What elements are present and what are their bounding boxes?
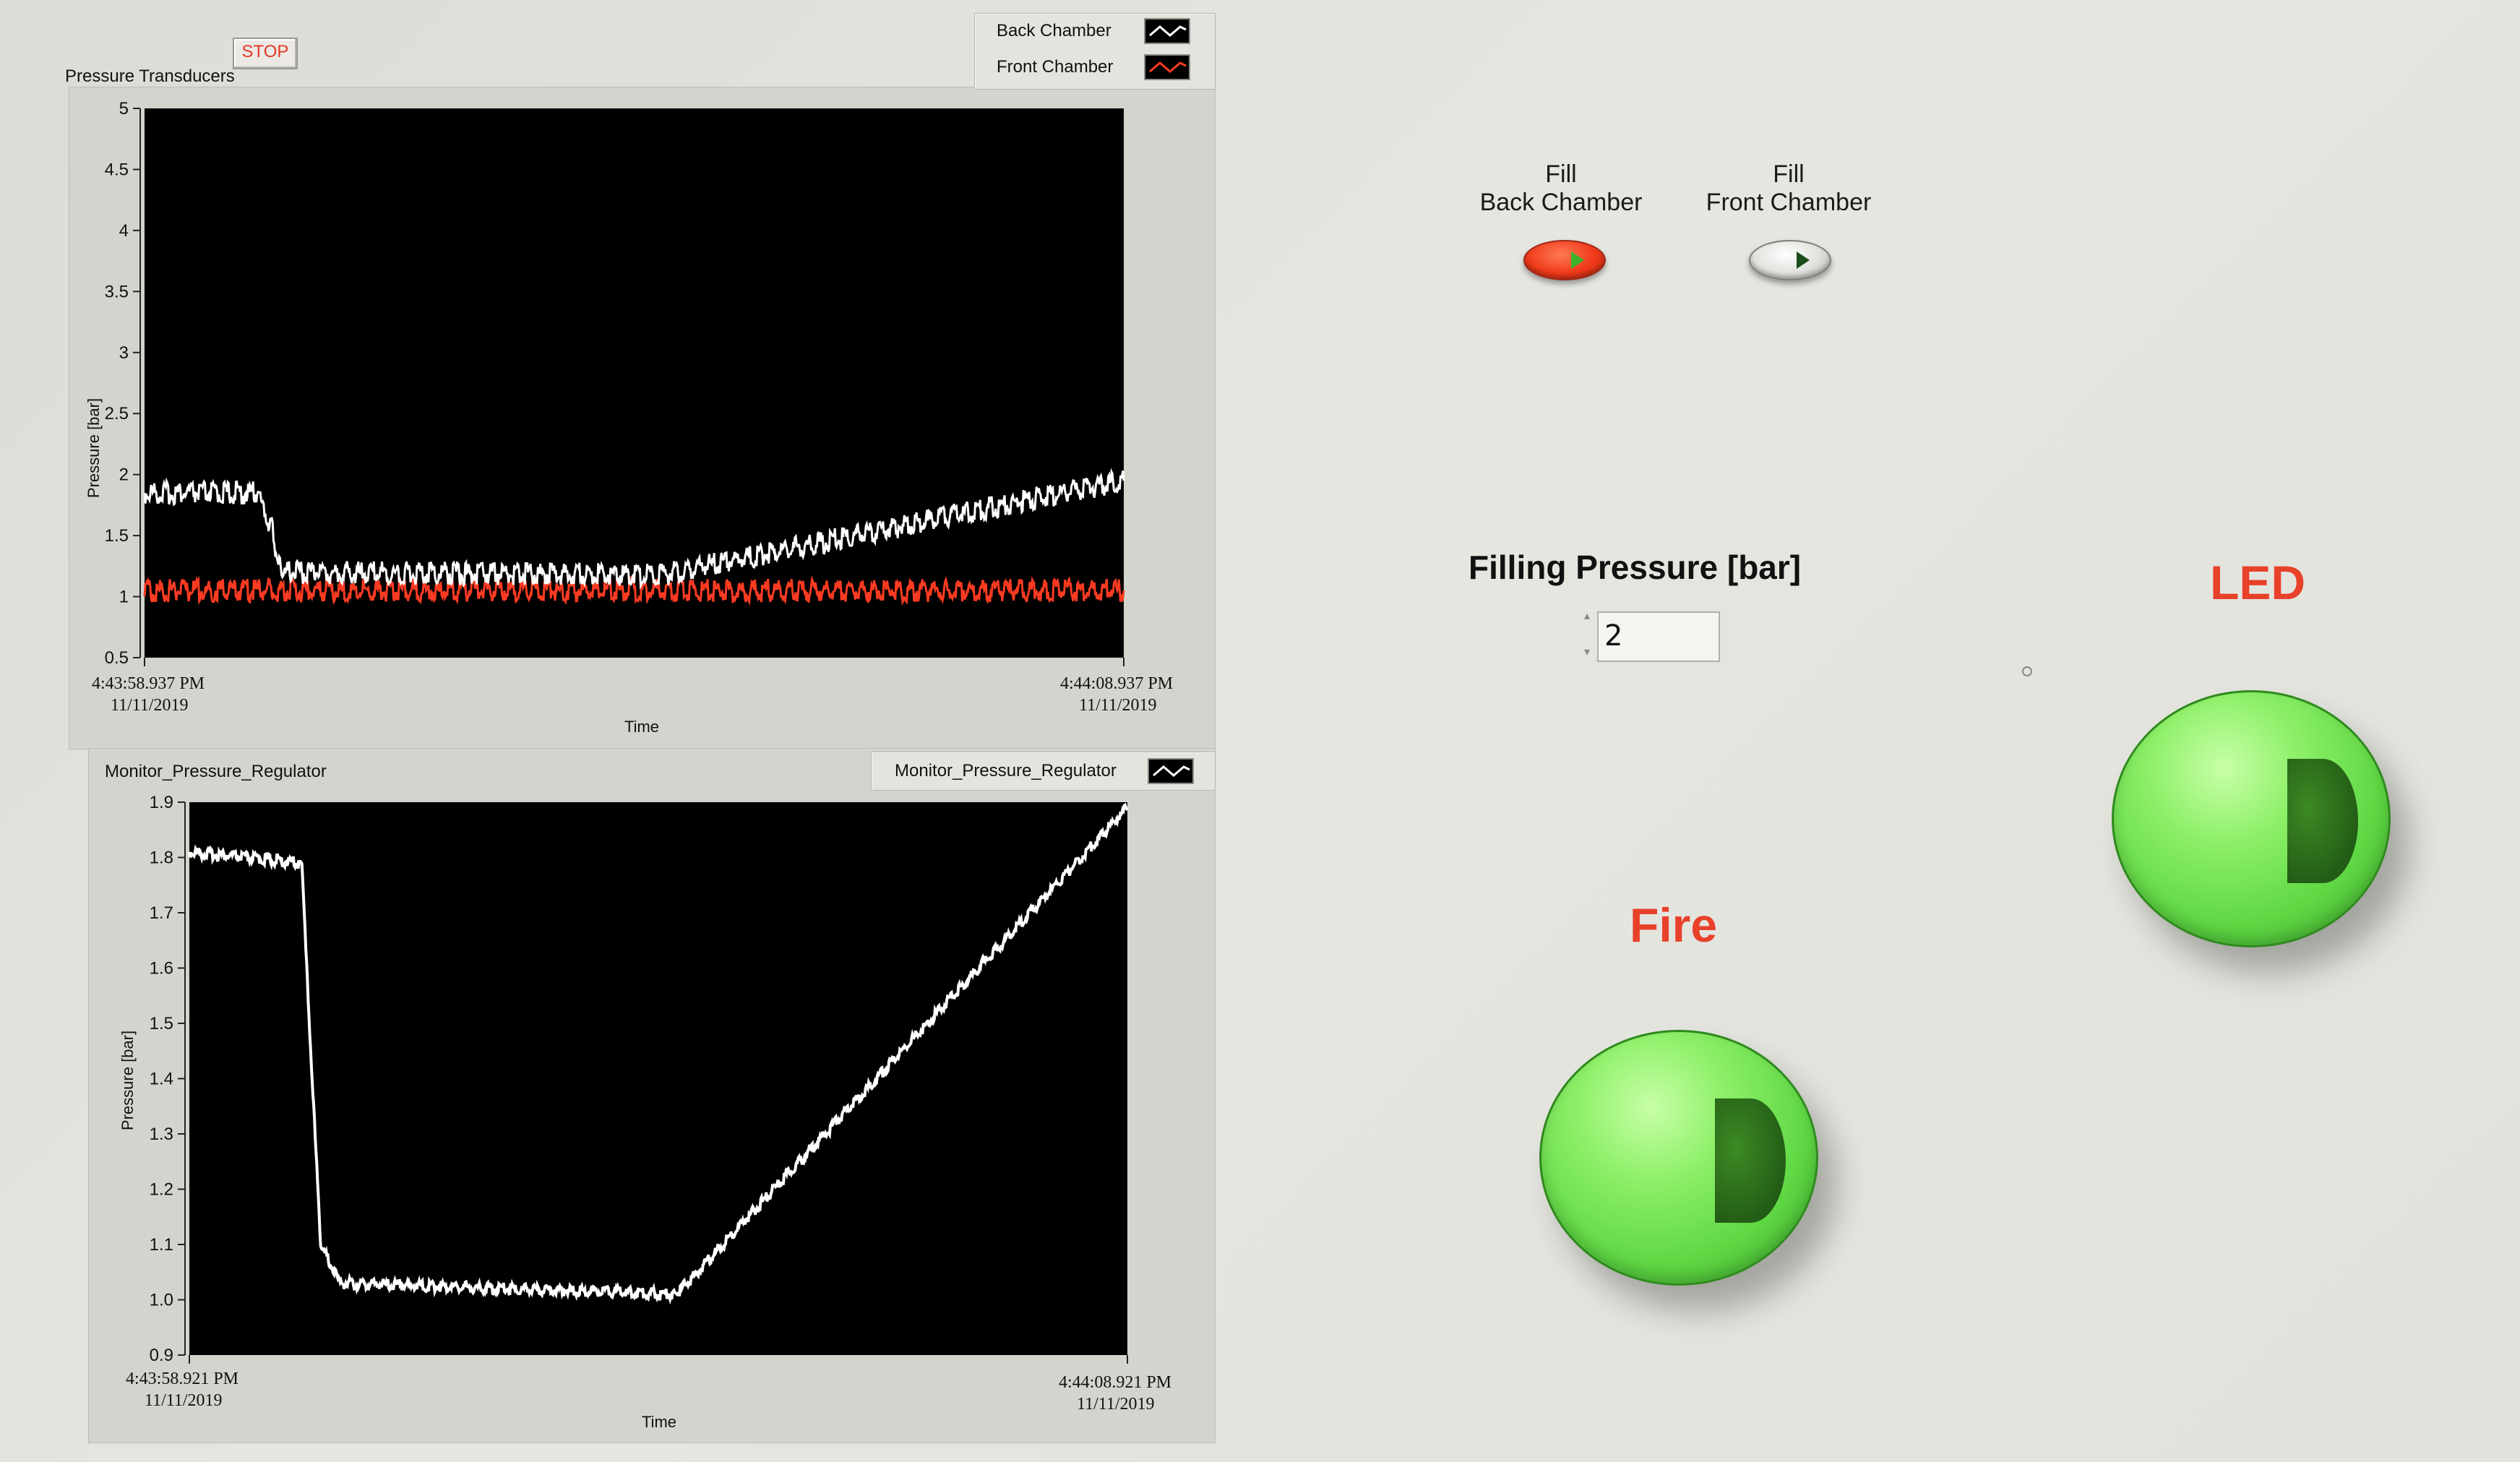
fill-front-chamber-toggle[interactable] bbox=[1749, 240, 1831, 280]
top-legend: Back Chamber Front Chamber bbox=[974, 13, 1216, 90]
start-date-label: 11/11/2019 bbox=[111, 696, 189, 715]
y-tick-label: 1.2 bbox=[150, 1180, 173, 1200]
stop-button[interactable]: STOP bbox=[233, 38, 298, 69]
y-tick-label: 1.9 bbox=[150, 793, 173, 812]
legend-back-chamber-swatch bbox=[1144, 18, 1190, 44]
y-tick-label: 1 bbox=[119, 588, 129, 607]
legend-monitor-regulator-swatch bbox=[1148, 758, 1194, 784]
fill-front-chamber-label: Fill Front Chamber bbox=[1687, 160, 1890, 217]
wave-icon bbox=[1149, 61, 1187, 73]
y-tick-label: 1.7 bbox=[150, 903, 173, 923]
end-date-label: 11/11/2019 bbox=[1077, 1395, 1155, 1414]
y-tick-label: 1.3 bbox=[150, 1125, 173, 1144]
y-tick-label: 5 bbox=[119, 99, 129, 119]
led-label: LED bbox=[2210, 556, 2305, 609]
x-axis-title: Time bbox=[624, 718, 659, 736]
legend-front-chamber-swatch bbox=[1144, 54, 1190, 80]
end-date-label: 11/11/2019 bbox=[1079, 696, 1157, 715]
fill-back-line1: Fill bbox=[1545, 160, 1577, 188]
start-time-label: 4:43:58.921 PM bbox=[126, 1369, 238, 1388]
y-tick-label: 0.9 bbox=[150, 1346, 173, 1365]
end-time-label: 4:44:08.937 PM bbox=[1060, 674, 1173, 693]
start-date-label: 11/11/2019 bbox=[145, 1391, 223, 1410]
led-indicator-icon bbox=[2287, 759, 2358, 883]
y-tick-label: 1.5 bbox=[150, 1014, 173, 1033]
y-tick-label: 1.8 bbox=[150, 848, 173, 868]
y-tick-label: 1.5 bbox=[105, 526, 129, 546]
fill-back-line2: Back Chamber bbox=[1479, 189, 1643, 216]
indicator-arrow-icon bbox=[1571, 251, 1584, 269]
y-tick-label: 2 bbox=[119, 465, 129, 485]
pressure-transducers-chart[interactable]: 0.5 1 1.5 2 2.5 3 3.5 4 4.5 5 Pressure [bar] 4:43… bbox=[69, 87, 1214, 748]
fill-front-line1: Fill bbox=[1773, 160, 1805, 188]
y-tick-label: 2.5 bbox=[105, 404, 129, 423]
fill-front-line2: Front Chamber bbox=[1706, 189, 1872, 216]
y-tick-label: 1.4 bbox=[150, 1070, 173, 1089]
legend-monitor-regulator: Monitor_Pressure_Regulator bbox=[895, 761, 1117, 781]
y-tick-label: 3.5 bbox=[105, 282, 129, 301]
end-time-label: 4:44:08.921 PM bbox=[1059, 1373, 1171, 1392]
wave-icon bbox=[1149, 25, 1187, 37]
y-tick-label: 3 bbox=[119, 343, 129, 363]
pressure-transducers-title: Pressure Transducers bbox=[65, 66, 235, 86]
led-button[interactable] bbox=[2112, 690, 2391, 947]
monitor-regulator-chart[interactable]: 0.9 1.0 1.1 1.2 1.3 1.4 1.5 1.6 1.7 1.8 1.9 Pressu… bbox=[88, 788, 1214, 1442]
legend-back-chamber: Back Chamber bbox=[997, 21, 1111, 40]
start-time-label: 4:43:58.937 PM bbox=[92, 674, 205, 693]
y-axis-title: Pressure [bar] bbox=[119, 1031, 137, 1130]
series-line-monitor-pressure-regulator bbox=[188, 802, 1129, 1305]
fill-back-chamber-label: Fill Back Chamber bbox=[1467, 160, 1655, 217]
fire-button[interactable] bbox=[1539, 1030, 1818, 1286]
y-axis-title: Pressure [bar] bbox=[85, 398, 103, 498]
y-tick-label: 0.5 bbox=[105, 648, 129, 668]
small-dot bbox=[2022, 666, 2032, 676]
fire-label: Fire bbox=[1630, 898, 1718, 952]
series-line-back-chamber bbox=[143, 468, 1125, 590]
increment-icon[interactable]: ▴ bbox=[1584, 610, 1591, 622]
filling-pressure-input[interactable]: 2 bbox=[1597, 611, 1720, 662]
legend-front-chamber: Front Chamber bbox=[997, 57, 1114, 77]
y-tick-label: 1.6 bbox=[150, 959, 173, 979]
y-tick-label: 4.5 bbox=[105, 160, 129, 179]
decrement-icon[interactable]: ▾ bbox=[1584, 646, 1591, 658]
bottom-legend: Monitor_Pressure_Regulator bbox=[871, 752, 1216, 791]
y-tick-label: 4 bbox=[119, 221, 129, 241]
filling-pressure-label: Filling Pressure [bar] bbox=[1468, 549, 1802, 586]
plot-area bbox=[189, 802, 1127, 1355]
x-axis-title: Time bbox=[642, 1413, 676, 1431]
fire-indicator-icon bbox=[1715, 1098, 1786, 1223]
monitor-regulator-title: Monitor_Pressure_Regulator bbox=[105, 762, 327, 781]
wave-icon bbox=[1153, 765, 1190, 777]
y-tick-label: 1.1 bbox=[150, 1235, 173, 1255]
y-tick-label: 1.0 bbox=[150, 1291, 173, 1310]
fill-back-chamber-toggle[interactable] bbox=[1523, 240, 1606, 280]
indicator-arrow-icon bbox=[1797, 251, 1810, 269]
